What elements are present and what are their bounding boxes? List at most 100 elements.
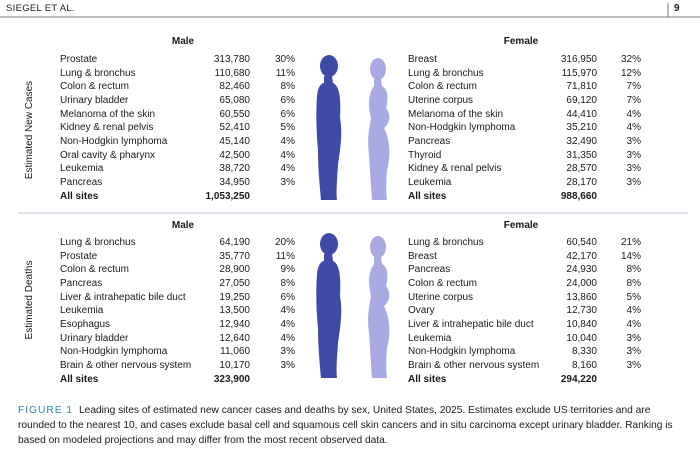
site-count: 10,840 <box>566 319 597 331</box>
site-percent: 6% <box>280 95 295 107</box>
site-count: 12,640 <box>219 332 250 344</box>
site-name: Pancreas <box>60 177 103 189</box>
site-count: 42,170 <box>566 250 597 262</box>
caption-text: Leading sites of estimated new cancer ca… <box>18 405 673 446</box>
site-count: 34,950 <box>219 177 250 189</box>
site-count: 35,210 <box>566 122 597 134</box>
site-name: Melanoma of the skin <box>408 108 504 120</box>
site-count: 65,080 <box>219 95 250 107</box>
site-name: Non-Hodgkin lymphoma <box>408 122 516 134</box>
site-name: Breast <box>408 250 437 262</box>
site-percent: 3% <box>626 163 641 175</box>
site-name: Colon & rectum <box>408 278 477 290</box>
total-name: All sites <box>408 191 447 202</box>
site-count: 12,940 <box>219 319 250 331</box>
site-percent: 3% <box>626 332 641 344</box>
site-name: Uterine corpus <box>408 291 474 303</box>
page-number: 9 <box>674 3 680 14</box>
site-name: Breast <box>408 54 437 65</box>
running-title: SIEGEL ET AL. <box>6 3 75 14</box>
site-percent: 14% <box>620 250 641 262</box>
site-name: Colon & rectum <box>408 81 477 93</box>
site-percent: 21% <box>620 237 641 248</box>
site-count: 316,950 <box>560 54 597 65</box>
site-name: Lung & bronchus <box>408 67 484 79</box>
site-name: Pancreas <box>60 278 103 290</box>
sex-heading: Male <box>171 36 195 47</box>
site-name: Pancreas <box>408 136 451 148</box>
site-percent: 12% <box>620 67 641 79</box>
site-count: 28,570 <box>566 163 597 175</box>
site-name: Prostate <box>60 54 98 65</box>
site-count: 28,170 <box>566 177 597 189</box>
total-name: All sites <box>408 374 447 385</box>
panel-label: Estimated New Cases <box>24 80 35 180</box>
site-name: Colon & rectum <box>60 264 129 276</box>
total-name: All sites <box>60 374 99 385</box>
site-name: Colon & rectum <box>60 81 129 93</box>
site-name: Liver & intrahepatic bile duct <box>408 319 534 331</box>
site-count: 27,050 <box>219 278 250 290</box>
total-count: 988,660 <box>560 191 597 202</box>
site-name: Urinary bladder <box>60 332 129 344</box>
site-count: 69,120 <box>566 95 597 107</box>
sex-heading: Female <box>503 36 539 47</box>
site-name: Prostate <box>60 250 98 262</box>
site-name: Lung & bronchus <box>60 67 136 79</box>
sex-heading: Male <box>171 220 195 231</box>
site-percent: 5% <box>626 291 641 303</box>
site-count: 12,730 <box>566 305 597 317</box>
site-name: Ovary <box>408 305 435 317</box>
caption-label: FIGURE 1 <box>18 405 73 416</box>
site-count: 60,540 <box>566 237 597 248</box>
site-count: 52,410 <box>219 122 250 134</box>
site-percent: 3% <box>280 346 295 358</box>
site-percent: 4% <box>280 163 295 175</box>
site-percent: 3% <box>626 177 641 189</box>
male-silhouette <box>316 233 342 378</box>
site-name: Brain & other nervous system <box>408 360 540 372</box>
site-count: 31,350 <box>566 149 597 161</box>
site-percent: 7% <box>626 95 641 107</box>
site-count: 35,770 <box>219 250 250 262</box>
site-percent: 8% <box>280 278 295 290</box>
site-percent: 4% <box>280 319 295 331</box>
site-name: Melanoma of the skin <box>60 108 156 120</box>
site-percent: 7% <box>626 81 641 93</box>
caption: FIGURE 1 Leading sites of estimated new c… <box>18 403 690 448</box>
site-percent: 3% <box>280 177 295 189</box>
site-count: 10,170 <box>219 360 250 372</box>
site-count: 10,040 <box>566 332 597 344</box>
site-percent: 6% <box>280 291 295 303</box>
site-percent: 3% <box>626 136 641 148</box>
site-name: Esophagus <box>60 319 111 331</box>
total-count: 294,220 <box>560 374 597 385</box>
site-name: Leukemia <box>408 332 452 344</box>
site-percent: 4% <box>626 108 641 120</box>
site-percent: 6% <box>280 108 295 120</box>
site-name: Urinary bladder <box>60 95 129 107</box>
site-name: Leukemia <box>60 163 104 175</box>
male-silhouette <box>316 55 342 200</box>
site-name: Leukemia <box>60 305 104 317</box>
total-name: All sites <box>60 191 99 202</box>
site-name: Kidney & renal pelvis <box>60 122 154 134</box>
site-name: Lung & bronchus <box>408 237 484 248</box>
site-count: 8,330 <box>571 346 597 358</box>
site-percent: 20% <box>274 237 295 248</box>
sex-heading: Female <box>503 220 539 231</box>
site-count: 42,500 <box>219 149 250 161</box>
site-count: 32,490 <box>566 136 597 148</box>
site-name: Non-Hodgkin lymphoma <box>60 136 168 148</box>
site-count: 60,550 <box>219 108 250 120</box>
site-percent: 5% <box>280 122 295 134</box>
site-count: 28,900 <box>219 264 250 276</box>
site-count: 19,250 <box>219 291 250 303</box>
site-count: 82,460 <box>219 81 250 93</box>
site-name: Leukemia <box>408 177 452 189</box>
site-percent: 3% <box>626 360 641 372</box>
silhouettes-bottom <box>316 233 390 378</box>
